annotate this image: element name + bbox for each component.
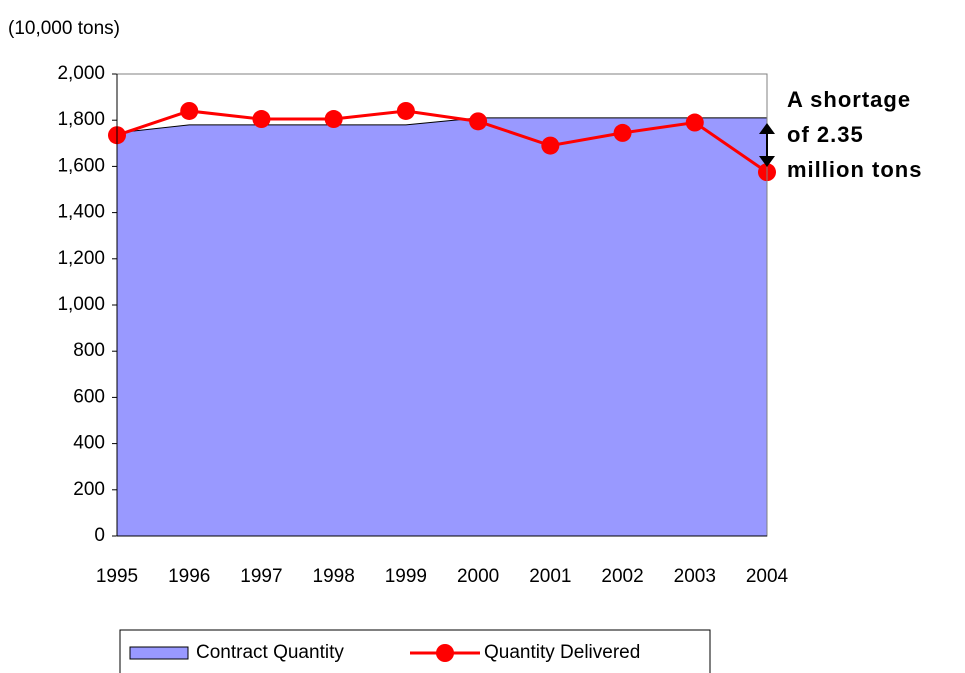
point xyxy=(180,101,199,120)
point xyxy=(252,110,271,129)
point xyxy=(541,136,560,155)
x-tick-label: 1999 xyxy=(385,566,427,587)
line xyxy=(116,109,768,174)
y-tick-label: 0 xyxy=(94,525,105,546)
y-tick-label: 1,200 xyxy=(57,248,105,269)
legend-swatch xyxy=(129,646,189,660)
legend-marker xyxy=(436,644,454,662)
y-tick-label: 1,400 xyxy=(57,202,105,223)
x-tick-label: 1998 xyxy=(313,566,355,587)
point xyxy=(469,112,488,131)
area xyxy=(116,117,768,537)
y-tick-label: 1,600 xyxy=(57,155,105,176)
y-tick-label: 200 xyxy=(73,479,105,500)
x-tick-label: 2001 xyxy=(529,566,571,587)
annotation: A shortage xyxy=(787,87,911,112)
x-tick-label: 2003 xyxy=(674,566,716,587)
y-tick-label: 600 xyxy=(73,386,105,407)
x-tick-label: 2002 xyxy=(601,566,643,587)
y-tick-label: 800 xyxy=(73,340,105,361)
y-tick-label: 2,000 xyxy=(57,63,105,84)
x-tick-label: 2000 xyxy=(457,566,499,587)
x-tick-label: 1996 xyxy=(168,566,210,587)
legend-label: Contract Quantity xyxy=(196,642,344,663)
annotation: million tons xyxy=(787,157,922,182)
point xyxy=(613,123,632,142)
y-tick-label: 400 xyxy=(73,433,105,454)
shortage-arrow xyxy=(759,123,775,167)
legend-label: Quantity Delivered xyxy=(484,642,640,663)
point xyxy=(324,110,343,129)
x-tick-label: 1995 xyxy=(96,566,138,587)
x-tick-label: 1997 xyxy=(240,566,282,587)
point xyxy=(396,101,415,120)
y-tick-label: 1,800 xyxy=(57,109,105,130)
point xyxy=(685,113,704,132)
y-unit-label: (10,000 tons) xyxy=(8,18,120,39)
annotation: of 2.35 xyxy=(787,122,864,147)
x-tick-label: 2004 xyxy=(746,566,789,587)
y-tick-label: 1,000 xyxy=(57,294,105,315)
